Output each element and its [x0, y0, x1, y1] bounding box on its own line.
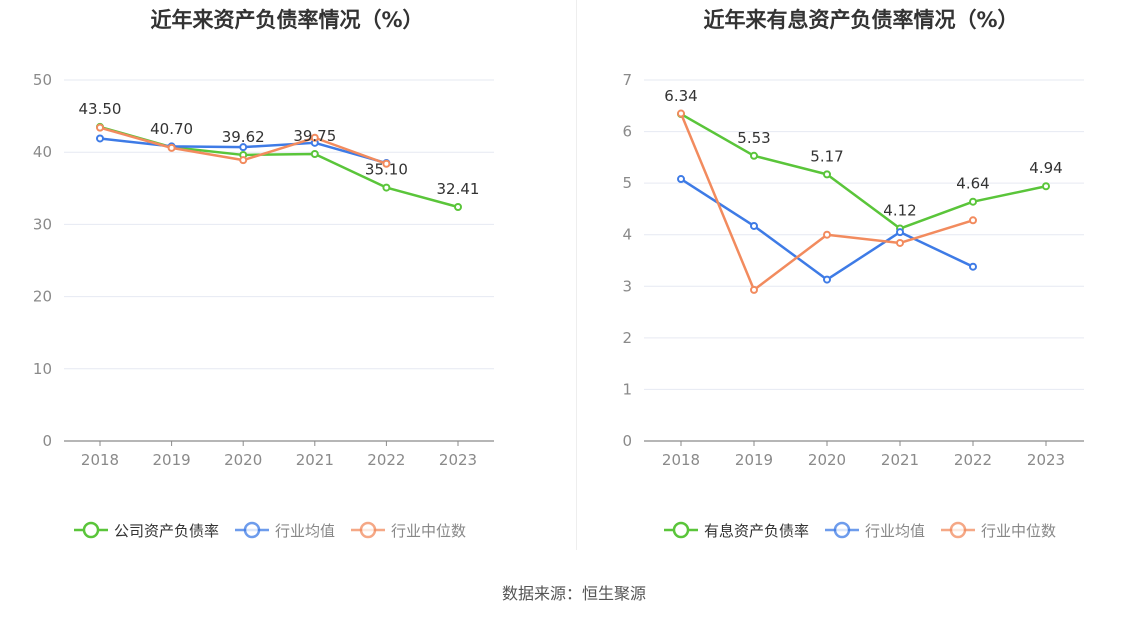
data-point: [167, 143, 176, 152]
interest-bearing-debt-ratio-chart: 0 1 2 3 4 5 6 7 2018 2019 2020 2021 2022 2023 6.34 5.53…: [622, 71, 1084, 540]
chart-panel-interest-bearing-debt-ratio: 近年来有息资产负债率情况（%） 0 1 2 3 4 5 6 7 2018 2019 2020 2021…: [574, 0, 1148, 560]
data-label: 40.70: [150, 120, 193, 138]
x-tick-label: 2022: [367, 451, 405, 469]
data-label: 4.94: [1029, 159, 1062, 177]
y-tick-label: 6: [622, 123, 632, 141]
debt-ratio-chart: 0 10 20 30 40 50 2018 2019 2020 2021 2022 2023 43.50…: [33, 71, 494, 540]
data-point: [239, 143, 248, 152]
data-point: [310, 133, 319, 142]
y-tick-label: 2: [622, 329, 632, 347]
legend-marker-circle: [833, 521, 851, 539]
data-label: 39.75: [293, 127, 336, 145]
x-tick-label: 2021: [881, 451, 919, 469]
x-tick-label: 2020: [808, 451, 846, 469]
x-tick-label: 2018: [662, 451, 700, 469]
legend-marker-circle: [359, 521, 377, 539]
source-name: 恒生聚源: [582, 584, 647, 603]
data-point: [750, 151, 758, 160]
x-tick-label: 2022: [954, 451, 992, 469]
legend-marker-circle: [82, 521, 100, 539]
source-label: 数据来源：: [501, 584, 582, 603]
legend-label: 行业中位数: [391, 522, 466, 540]
data-point: [96, 123, 104, 132]
x-tick-label: 2019: [153, 451, 191, 469]
data-point: [896, 238, 904, 247]
chart-title: 近年来资产负债率情况（%）: [150, 8, 424, 32]
x-tick-label: 2018: [81, 451, 119, 469]
x-tick-label: 2023: [1027, 451, 1065, 469]
data-point: [750, 221, 758, 230]
data-point: [1042, 182, 1050, 191]
data-point: [896, 228, 904, 237]
data-point: [677, 175, 685, 184]
data-point: [96, 134, 104, 143]
data-label: 4.64: [956, 175, 989, 193]
legend-marker-circle: [949, 521, 967, 539]
data-point: [969, 197, 977, 206]
y-tick-label: 40: [33, 143, 52, 161]
x-tick-label: 2023: [439, 451, 477, 469]
series-line: [680, 112, 1047, 230]
data-point: [310, 150, 319, 159]
data-point: [382, 183, 391, 192]
y-tick-label: 7: [622, 71, 632, 89]
legend-label: 行业中位数: [981, 522, 1056, 540]
panel-divider: [576, 0, 577, 550]
data-point: [823, 230, 831, 239]
legend-label: 公司资产负债率: [114, 522, 219, 540]
data-point: [969, 262, 977, 271]
data-label: 39.62: [222, 128, 265, 146]
data-label: 6.34: [664, 87, 697, 105]
y-tick-label: 1: [622, 380, 632, 398]
data-point: [823, 170, 831, 179]
data-label: 32.41: [437, 180, 480, 198]
data-point: [239, 156, 248, 165]
data-source-note: 数据来源：恒生聚源: [0, 580, 1148, 604]
series-line: [680, 177, 974, 281]
chart-panel-debt-ratio: 近年来资产负债率情况（%） 0 10 20 30 40 50 2018 2019 2020 202…: [0, 0, 574, 560]
legend-label: 行业均值: [275, 522, 335, 540]
x-tick-label: 2019: [735, 451, 773, 469]
chart-title: 近年来有息资产负债率情况（%）: [703, 8, 1019, 32]
y-tick-label: 5: [622, 174, 632, 192]
data-point: [823, 275, 831, 284]
data-label: 5.17: [810, 147, 843, 165]
data-label: 43.50: [79, 100, 122, 118]
data-label: 4.12: [883, 202, 916, 220]
y-tick-label: 10: [33, 360, 52, 378]
y-tick-label: 20: [33, 288, 52, 306]
data-label: 35.10: [365, 161, 408, 179]
data-point: [677, 109, 685, 118]
legend-marker-circle: [243, 521, 261, 539]
y-tick-label: 30: [33, 215, 52, 233]
y-tick-label: 0: [622, 432, 632, 450]
data-point: [750, 285, 758, 294]
x-tick-label: 2021: [296, 451, 334, 469]
data-point: [969, 216, 977, 225]
y-tick-label: 3: [622, 277, 632, 295]
data-point: [454, 202, 462, 211]
legend-marker-circle: [672, 521, 690, 539]
x-tick-label: 2020: [224, 451, 262, 469]
data-point: [382, 159, 391, 168]
legend-label: 有息资产负债率: [704, 522, 809, 540]
y-tick-label: 50: [33, 71, 52, 89]
y-tick-label: 0: [42, 432, 52, 450]
data-label: 5.53: [737, 129, 770, 147]
y-tick-label: 4: [622, 226, 632, 244]
legend-label: 行业均值: [865, 522, 925, 540]
